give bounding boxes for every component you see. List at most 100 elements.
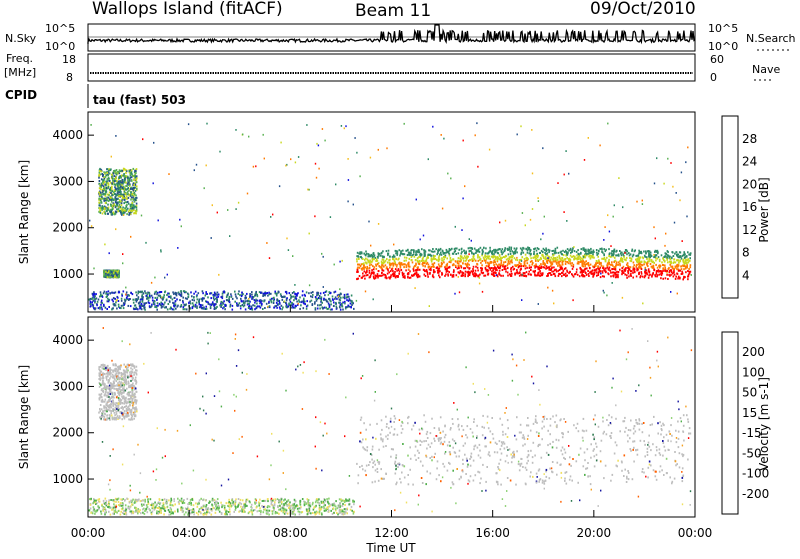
power-point [196, 296, 198, 298]
power-point [298, 299, 300, 301]
power-point [114, 189, 116, 191]
power-point [153, 182, 154, 184]
power-point [491, 267, 493, 269]
power-point [677, 254, 679, 256]
power-point [461, 229, 462, 231]
power-point [445, 252, 447, 254]
power-point [621, 273, 623, 275]
power-point [463, 140, 464, 142]
velocity-point [554, 421, 556, 423]
power-point [122, 187, 124, 189]
power-point [667, 251, 669, 253]
power-point [497, 259, 499, 261]
power-point [247, 303, 248, 305]
power-point [124, 300, 126, 302]
power-point [111, 174, 113, 176]
power-point [405, 260, 407, 262]
power-point [586, 274, 588, 276]
power-point [296, 301, 298, 303]
power-point [626, 277, 628, 279]
power-point [558, 252, 560, 254]
power-point [509, 263, 511, 265]
power-point [689, 260, 691, 262]
power-point [156, 306, 158, 308]
power-point [170, 307, 172, 309]
power-point [386, 250, 388, 252]
power-point [584, 256, 586, 258]
power-point [491, 273, 493, 275]
power-point [125, 172, 127, 174]
power-point [365, 251, 367, 253]
power-point [121, 170, 123, 172]
power-point [117, 210, 119, 212]
power-point [525, 248, 527, 250]
power-point [169, 301, 171, 303]
power-point [582, 265, 584, 267]
power-point [653, 226, 654, 228]
power-point [598, 250, 600, 252]
power-point [134, 305, 136, 307]
power-point [123, 214, 124, 216]
power-point [542, 233, 543, 235]
power-point [286, 299, 288, 301]
power-point [159, 303, 161, 305]
power-point [573, 266, 575, 268]
power-point [663, 259, 665, 261]
power-point [312, 303, 314, 305]
power-point [92, 297, 94, 299]
power-point [652, 273, 654, 275]
power-point [432, 126, 433, 128]
power-point [580, 268, 582, 270]
power-point [118, 304, 120, 306]
power-point [582, 275, 584, 277]
power-point [206, 165, 207, 167]
velocity-point [552, 446, 554, 448]
power-point [430, 269, 432, 271]
power-point [572, 268, 574, 270]
power-point [605, 259, 607, 261]
power-point [507, 249, 509, 251]
velocity-point [610, 437, 612, 439]
power-point [339, 288, 340, 290]
power-point [356, 260, 358, 262]
power-point [428, 264, 430, 266]
power-point [479, 277, 480, 279]
power-point [314, 303, 316, 305]
power-point [386, 277, 388, 279]
power-point [378, 270, 380, 272]
power-point [350, 303, 352, 305]
power-point [303, 301, 305, 303]
power-point [405, 269, 407, 271]
power-point [377, 263, 379, 265]
power-point [110, 192, 112, 194]
power-point [584, 261, 586, 263]
power-point [410, 277, 412, 279]
power-point [401, 269, 403, 271]
velocity-point [659, 448, 661, 450]
power-point [661, 261, 663, 263]
velocity-point [562, 447, 564, 449]
power-point [394, 256, 396, 258]
power-point [357, 252, 359, 254]
power-point [678, 264, 680, 266]
power-point [541, 250, 543, 252]
power-point [373, 268, 375, 270]
power-point [605, 250, 607, 252]
power-point [234, 301, 236, 303]
power-point [141, 294, 143, 296]
power-point [114, 193, 116, 195]
power-point [659, 259, 661, 261]
power-point [582, 260, 584, 262]
power-point [642, 303, 643, 305]
power-point [645, 252, 647, 254]
power-point [130, 236, 131, 238]
velocity-point [445, 434, 447, 436]
power-point [540, 238, 541, 240]
power-point [111, 182, 113, 184]
power-point [119, 210, 121, 212]
power-point [551, 271, 553, 273]
velocity-point [395, 461, 397, 463]
velocity-point [648, 467, 650, 469]
velocity-panel [88, 317, 695, 517]
power-point [636, 268, 638, 270]
